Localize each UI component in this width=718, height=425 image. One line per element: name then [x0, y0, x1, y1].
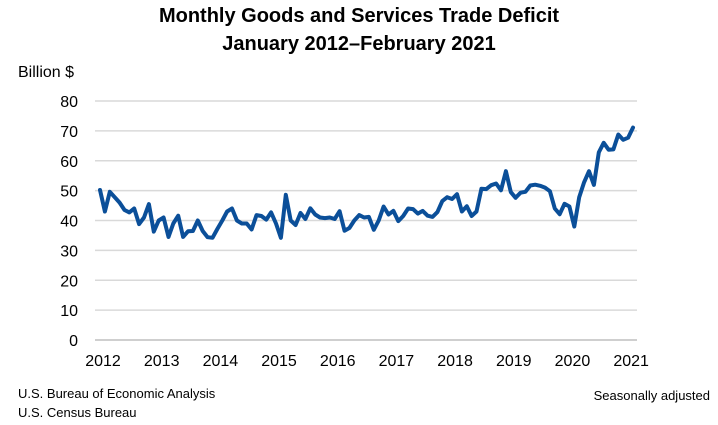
x-tick-label: 2019	[496, 353, 532, 370]
x-tick-label: 2021	[613, 353, 649, 370]
chart-title: Monthly Goods and Services Trade Deficit	[158, 5, 560, 27]
series-line	[98, 125, 635, 240]
y-tick-label: 60	[60, 154, 78, 171]
x-tick-label: 2020	[555, 353, 591, 370]
x-tick-label: 2012	[85, 353, 121, 370]
x-tick-label: 2018	[437, 353, 473, 370]
x-tick-label: 2013	[144, 353, 180, 370]
x-tick-label: 2014	[203, 353, 239, 370]
x-tick-label: 2015	[261, 353, 297, 370]
y-tick-label: 50	[60, 184, 78, 201]
y-axis-label: Billion $	[18, 64, 75, 81]
chart-subtitle: January 2012–February 2021	[222, 33, 496, 55]
x-tick-label: 2016	[320, 353, 356, 370]
y-tick-label: 0	[69, 333, 78, 350]
y-tick-label: 40	[60, 214, 78, 231]
seasonal-note: Seasonally adjusted	[593, 388, 710, 403]
y-tick-label: 70	[60, 124, 78, 141]
source-bea: U.S. Bureau of Economic Analysis	[18, 386, 216, 401]
y-tick-label: 10	[60, 303, 78, 320]
y-tick-label: 20	[60, 273, 78, 290]
source-census: U.S. Census Bureau	[18, 405, 137, 420]
y-tick-label: 80	[60, 94, 78, 111]
x-tick-label: 2017	[379, 353, 415, 370]
y-tick-label: 30	[60, 243, 78, 260]
